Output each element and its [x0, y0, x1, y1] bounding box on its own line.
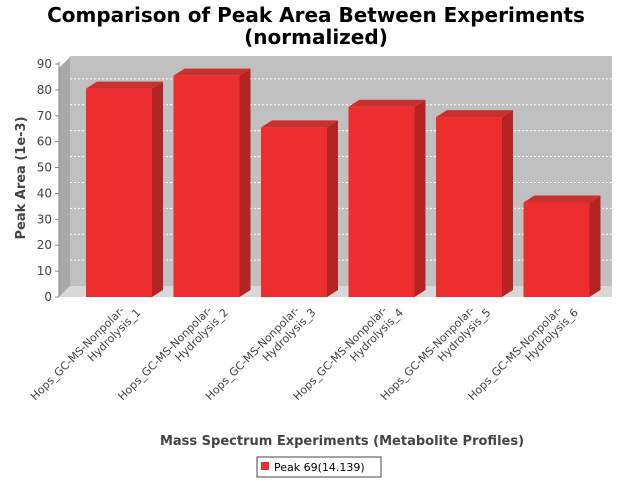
bar-top	[348, 99, 426, 107]
chart-title-line-2: (normalized)	[244, 25, 388, 49]
x-axis: Hops_GC-MS-Nonpolar-Hydrolysis_1Hops_GC-…	[28, 304, 581, 403]
bar-front	[523, 202, 590, 297]
legend: Peak 69(14.139)	[256, 456, 382, 478]
bar-top	[86, 81, 163, 89]
y-tick-label: 30	[37, 212, 52, 226]
bar-side	[414, 99, 426, 297]
bar	[261, 120, 338, 297]
bar-front	[436, 117, 502, 297]
bar	[436, 110, 513, 297]
y-tick-label: 80	[37, 83, 52, 97]
plot-left-wall	[59, 57, 70, 297]
y-axis-label: Peak Area (1e-3)	[14, 116, 29, 239]
legend-label: Peak 69(14.139)	[274, 461, 365, 474]
bar-side	[589, 195, 601, 297]
y-tick-label: 60	[37, 135, 52, 149]
bars	[86, 68, 601, 298]
x-tick-label-line: Hops_GC-MS-Nonpolar-	[28, 304, 127, 403]
bar-top	[261, 120, 338, 128]
y-tick-label: 20	[37, 238, 52, 252]
y-tick-label: 50	[37, 161, 52, 175]
bar-top	[173, 68, 251, 76]
bar-front	[261, 127, 327, 297]
bar-top	[523, 195, 601, 203]
bar-top	[436, 110, 513, 118]
bar	[348, 99, 426, 297]
legend-swatch	[261, 462, 269, 470]
bar-side	[239, 68, 251, 298]
y-tick-label: 40	[37, 186, 52, 200]
y-tick-label: 0	[44, 290, 52, 304]
x-axis-label: Mass Spectrum Experiments (Metabolite Pr…	[160, 434, 524, 449]
chart-title-line-1: Comparison of Peak Area Between Experime…	[47, 3, 585, 27]
bar-front	[173, 75, 240, 298]
y-tick-label: 70	[37, 109, 52, 123]
legend-box	[256, 456, 382, 478]
y-axis: 0 10 20 30 40 50 60 70 80 90	[37, 57, 60, 304]
bar-front	[348, 106, 415, 297]
bar-side	[327, 120, 338, 297]
bar	[86, 81, 163, 297]
bar	[523, 195, 601, 297]
bar-side	[502, 110, 513, 297]
bar-front	[86, 88, 152, 297]
y-tick-label: 10	[37, 264, 52, 278]
bar-side	[152, 81, 163, 297]
bar	[173, 68, 251, 298]
y-tick-label: 90	[37, 57, 52, 71]
